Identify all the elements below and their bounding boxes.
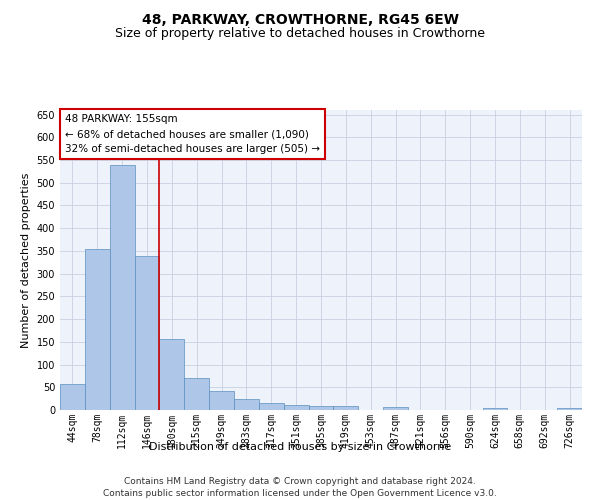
Text: Contains public sector information licensed under the Open Government Licence v3: Contains public sector information licen…: [103, 489, 497, 498]
Bar: [308, 406, 334, 410]
Bar: [482, 408, 508, 410]
Bar: [234, 398, 259, 410]
Text: 48, PARKWAY, CROWTHORNE, RG45 6EW: 48, PARKWAY, CROWTHORNE, RG45 6EW: [142, 12, 458, 26]
Bar: [383, 407, 408, 410]
Bar: [209, 391, 234, 410]
Bar: [160, 338, 184, 410]
Text: 48 PARKWAY: 155sqm
← 68% of detached houses are smaller (1,090)
32% of semi-deta: 48 PARKWAY: 155sqm ← 68% of detached hou…: [65, 114, 320, 154]
Bar: [284, 406, 308, 410]
Text: Size of property relative to detached houses in Crowthorne: Size of property relative to detached ho…: [115, 28, 485, 40]
Bar: [259, 403, 284, 410]
Bar: [334, 406, 358, 410]
Bar: [557, 408, 582, 410]
Bar: [110, 164, 134, 410]
Bar: [184, 378, 209, 410]
Bar: [60, 384, 85, 410]
Bar: [134, 256, 160, 410]
Y-axis label: Number of detached properties: Number of detached properties: [21, 172, 31, 348]
Bar: [85, 248, 110, 410]
Text: Contains HM Land Registry data © Crown copyright and database right 2024.: Contains HM Land Registry data © Crown c…: [124, 478, 476, 486]
Text: Distribution of detached houses by size in Crowthorne: Distribution of detached houses by size …: [149, 442, 451, 452]
